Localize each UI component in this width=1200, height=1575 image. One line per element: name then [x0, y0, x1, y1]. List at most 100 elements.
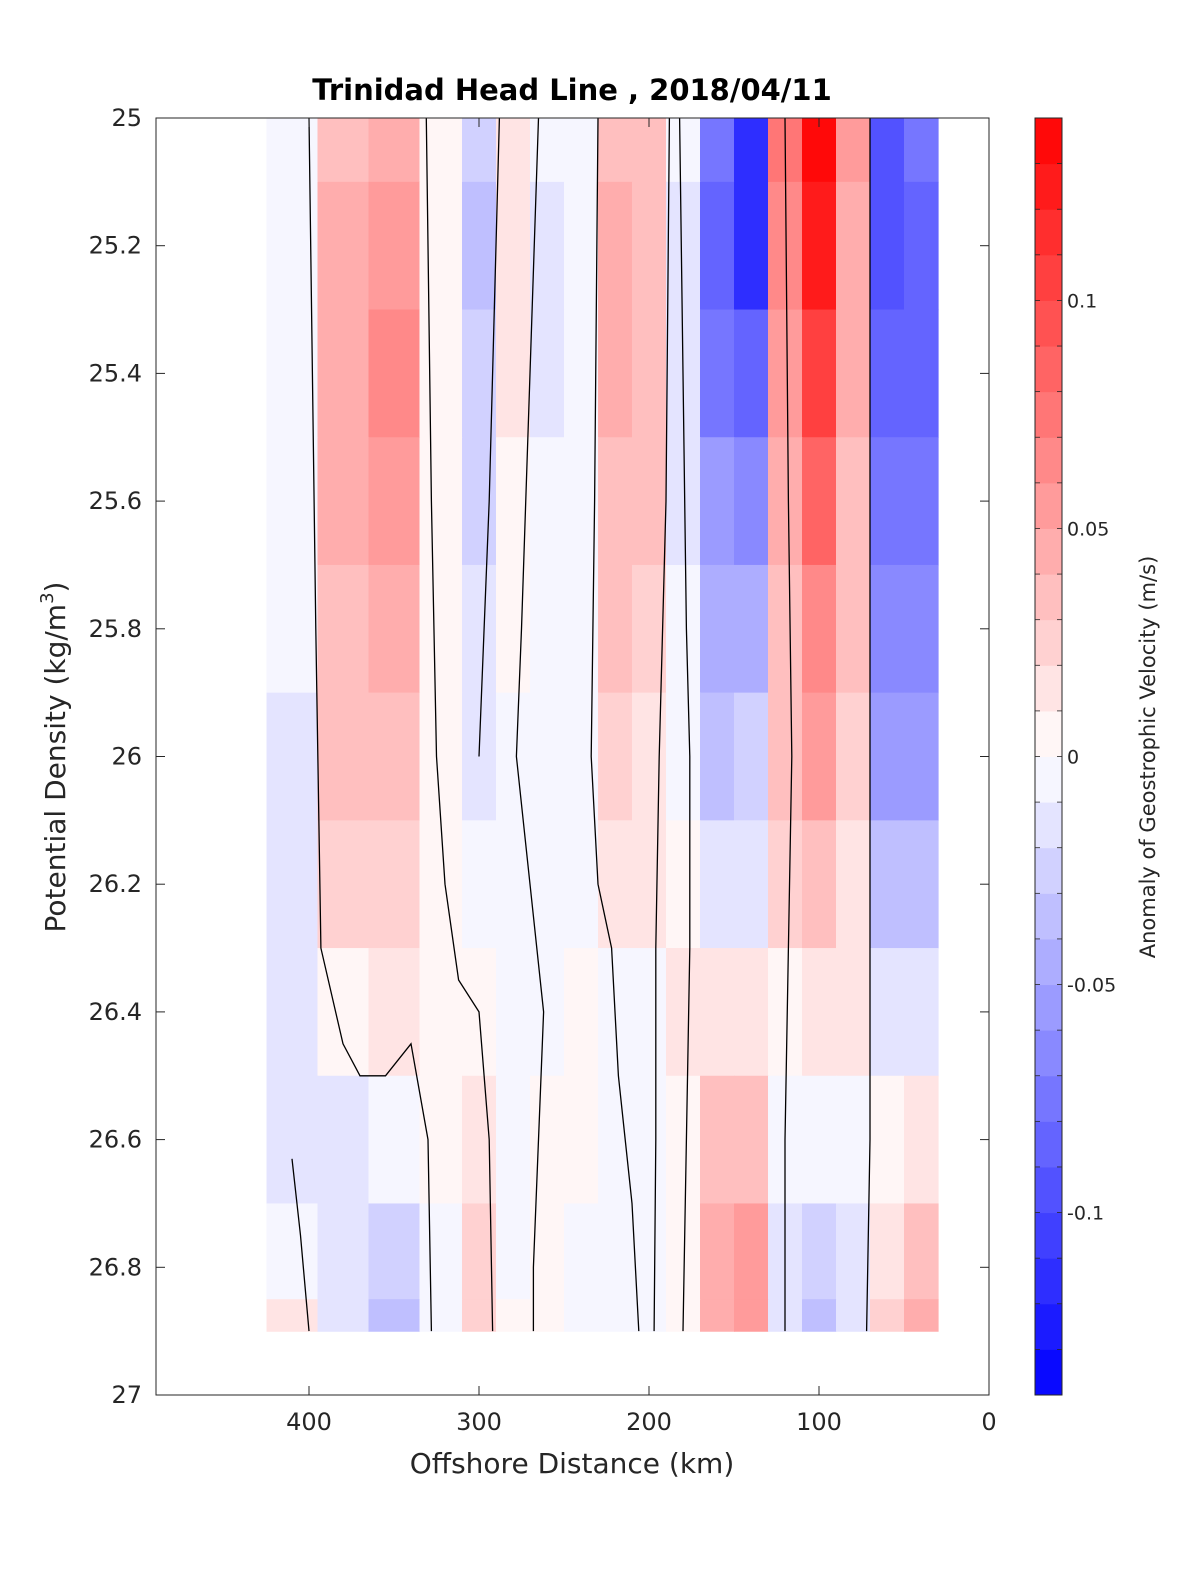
heatmap-cell: [419, 948, 463, 1077]
heatmap-cell: [666, 820, 701, 949]
heatmap-cell: [598, 692, 633, 821]
colorbar-tick-label: 0.1: [1067, 290, 1097, 312]
heatmap-cell: [419, 437, 463, 566]
colorbar-band: [1035, 209, 1062, 256]
heatmap-cell: [368, 820, 421, 949]
colorbar-band: [1035, 619, 1062, 666]
zero-contour-line: [590, 117, 640, 1332]
heatmap-cell: [419, 820, 463, 949]
zero-contour-line: [678, 117, 691, 1332]
heatmap-cell: [870, 437, 905, 566]
colorbar-band: [1035, 847, 1062, 894]
heatmap-cell: [462, 692, 497, 821]
heatmap-cell: [530, 1075, 565, 1205]
heatmap-cell: [836, 1299, 871, 1332]
heatmap-cell: [870, 181, 905, 311]
zero-contour-line: [784, 117, 793, 1332]
heatmap-cell: [734, 1299, 769, 1332]
heatmap-cell: [266, 1075, 319, 1205]
heatmap-cell: [530, 948, 565, 1077]
heatmap-cell: [564, 1299, 599, 1332]
x-tick-label: 200: [626, 1408, 672, 1436]
heatmap-cell: [836, 118, 871, 183]
heatmap-cell: [734, 1203, 769, 1300]
heatmap-cell: [530, 820, 565, 949]
colorbar-band: [1035, 1258, 1062, 1305]
heatmap-cell: [632, 1075, 667, 1205]
heatmap-cell: [904, 1203, 939, 1300]
heatmap-cell: [496, 564, 531, 694]
heatmap-cell: [870, 948, 905, 1077]
heatmap-cell: [564, 437, 599, 566]
heatmap-cell: [904, 948, 939, 1077]
heatmap-cell: [632, 692, 667, 821]
heatmap-cell: [802, 1299, 837, 1332]
heatmap-cell: [598, 309, 633, 438]
heatmap-cell: [768, 948, 803, 1077]
colorbar-band: [1035, 710, 1062, 757]
colorbar-band: [1035, 802, 1062, 849]
y-tick-label: 25: [111, 104, 142, 132]
heatmap-cell: [870, 564, 905, 694]
heatmap-cell: [632, 118, 667, 183]
heatmap-cell: [317, 437, 370, 566]
heatmap-cell: [266, 692, 319, 821]
heatmap-cell: [802, 181, 837, 311]
heatmap-cell: [802, 820, 837, 949]
heatmap-cell: [734, 1075, 769, 1205]
x-tick-label: 300: [456, 1408, 502, 1436]
heatmap-cell: [419, 309, 463, 438]
heatmap-cell: [419, 1075, 463, 1205]
heatmap-cell: [564, 1075, 599, 1205]
zero-contour-line: [478, 117, 501, 757]
heatmap-cell: [530, 309, 565, 438]
colorbar-band: [1035, 1349, 1062, 1396]
heatmap-cell: [666, 118, 701, 183]
heatmap-cell: [564, 309, 599, 438]
zero-contour-lines: [291, 117, 871, 1332]
heatmap-cell: [598, 564, 633, 694]
heatmap-cell: [564, 118, 599, 183]
heatmap-cell: [317, 564, 370, 694]
heatmap-cell: [598, 1075, 633, 1205]
heatmap-cell: [734, 564, 769, 694]
x-axis: 400 300 200 100 0: [286, 118, 997, 1436]
heatmap-cell: [496, 692, 531, 821]
plot-area: 400 300 200 100 0 25 25.2 25.4 25.6 25.8 26 26.2 26…: [89, 104, 997, 1436]
colorbar-band: [1035, 1212, 1062, 1259]
heatmap-cell: [462, 820, 497, 949]
heatmap-cell: [496, 181, 531, 311]
heatmap-cell: [317, 309, 370, 438]
heatmap-cell: [317, 1299, 370, 1332]
heatmap-cell: [632, 181, 667, 311]
y-tick-label: 26.6: [89, 1126, 142, 1154]
heatmap-cell: [666, 181, 701, 311]
colorbar-tick-label: 0: [1067, 747, 1079, 769]
heatmap-cell: [496, 309, 531, 438]
heatmap-cell: [666, 692, 701, 821]
heatmap-cell: [904, 1075, 939, 1205]
heatmap-cell: [368, 181, 421, 311]
heatmap-cell: [530, 1299, 565, 1332]
zero-contour-line: [425, 117, 494, 1332]
heatmap-cell: [530, 692, 565, 821]
heatmap-cell: [734, 309, 769, 438]
heatmap-cell: [802, 564, 837, 694]
heatmap-cell: [496, 948, 531, 1077]
heatmap-cell: [734, 948, 769, 1077]
heatmap-cell: [632, 437, 667, 566]
y-tick-label: 25.2: [89, 232, 142, 260]
heatmap-cell: [666, 564, 701, 694]
colorbar-ticks: 0.1 0.05 0 -0.05 -0.1: [1067, 290, 1116, 1224]
heatmap-cell: [496, 1203, 531, 1300]
heatmap-cell: [266, 1299, 319, 1332]
heatmap-cell: [598, 1299, 633, 1332]
y-axis-label-superscript: 3: [37, 592, 58, 603]
heatmap-cell: [666, 437, 701, 566]
heatmap-cell: [462, 437, 497, 566]
y-axis-label: Potential Density (kg/m3): [37, 582, 72, 933]
colorbar-band: [1035, 300, 1062, 347]
heatmap-cell: [462, 1299, 497, 1332]
colorbar-band: [1035, 665, 1062, 712]
heatmap-cell: [904, 564, 939, 694]
